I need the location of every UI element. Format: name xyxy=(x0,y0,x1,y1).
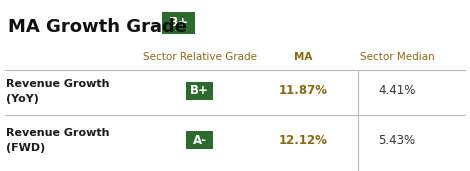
Text: 11.87%: 11.87% xyxy=(279,84,328,97)
Text: Sector Median: Sector Median xyxy=(360,52,435,62)
Text: B+: B+ xyxy=(168,16,188,30)
Text: Sector Relative Grade: Sector Relative Grade xyxy=(143,52,257,62)
Text: MA: MA xyxy=(294,52,313,62)
Text: (YoY): (YoY) xyxy=(6,94,39,104)
Text: MA Growth Grade: MA Growth Grade xyxy=(8,18,187,36)
Text: B+: B+ xyxy=(190,84,209,97)
Text: A-: A- xyxy=(193,134,207,147)
Text: 12.12%: 12.12% xyxy=(279,134,328,147)
Text: (FWD): (FWD) xyxy=(6,143,45,153)
Text: Revenue Growth: Revenue Growth xyxy=(6,128,109,138)
Text: 5.43%: 5.43% xyxy=(379,134,415,147)
Text: 4.41%: 4.41% xyxy=(378,84,416,97)
Text: Revenue Growth: Revenue Growth xyxy=(6,79,109,89)
